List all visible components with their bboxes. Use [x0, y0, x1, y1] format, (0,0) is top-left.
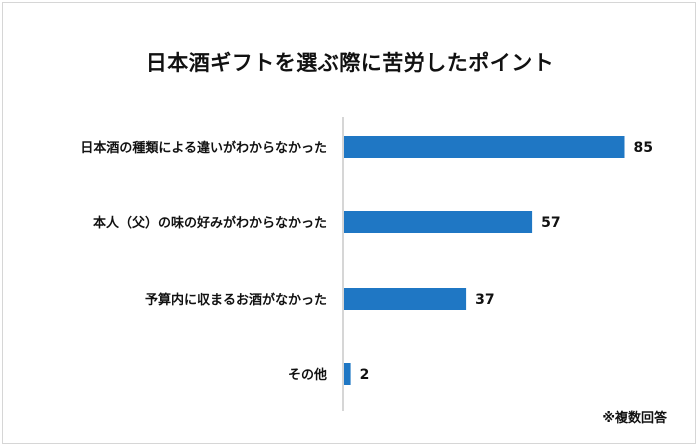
- data-label: 57: [541, 215, 560, 231]
- bar-chart: 日本酒の種類による違いがわからなかった 85 本人（父）の味の好みがわからなかった 5…: [80, 117, 653, 411]
- category-label: 日本酒の種類による違いがわからなかった: [80, 140, 327, 156]
- chart-title: 日本酒ギフトを選ぶ際に苦労したポイント: [145, 51, 555, 75]
- category-label: その他: [288, 367, 327, 383]
- data-label: 85: [634, 140, 653, 156]
- bar: [344, 136, 625, 158]
- multiple-answer-note: ※複数回答: [602, 411, 667, 426]
- category-label: 予算内に収まるお酒がなかった: [145, 292, 327, 308]
- bar: [344, 211, 533, 233]
- category-label: 本人（父）の味の好みがわからなかった: [93, 215, 327, 231]
- data-label: 2: [360, 367, 370, 383]
- bar: [344, 288, 467, 310]
- data-label: 37: [475, 292, 494, 308]
- chart-frame: 日本酒ギフトを選ぶ際に苦労したポイント 日本酒の種類による違いがわからなかった 8…: [2, 2, 696, 444]
- bar: [344, 363, 351, 385]
